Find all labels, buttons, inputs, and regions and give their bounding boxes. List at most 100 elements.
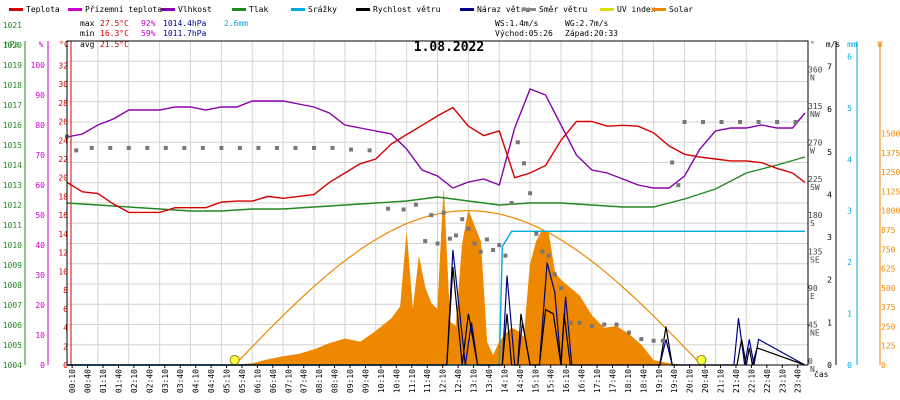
- humidity-axis-tick: 90: [35, 91, 45, 100]
- legend-label: Solar: [669, 5, 693, 14]
- wind-direction-point: [589, 324, 594, 329]
- solar-axis-tick: 750: [881, 245, 896, 254]
- wind-speed-axis-tick: 3: [827, 233, 832, 242]
- direction-axis-compass: W: [810, 146, 815, 155]
- wind-direction-point: [145, 145, 150, 150]
- humidity-axis-tick: 20: [35, 301, 45, 310]
- x-axis-tick-label: 23:40: [794, 369, 803, 393]
- wind-direction-point: [200, 145, 205, 150]
- solar-axis-tick: 0: [881, 361, 886, 370]
- stats-label: min: [80, 29, 95, 38]
- wind-speed-axis-tick: 5: [827, 148, 832, 157]
- x-axis-tick-label: 03:10: [161, 369, 170, 393]
- wind-direction-point: [312, 145, 316, 150]
- wind-direction-point: [682, 120, 687, 124]
- wind-direction-point: [454, 233, 459, 238]
- legend-label: Vlhkost: [178, 5, 212, 14]
- humidity-axis-tick: 70: [35, 151, 45, 160]
- x-axis-tick-label: 16:40: [578, 369, 587, 393]
- legend-label: Náraz větru: [477, 5, 530, 14]
- humidity-axis-tick: 30: [35, 271, 45, 280]
- pressure-axis-tick: 1005: [3, 341, 22, 350]
- temperature-axis-tick: 16: [58, 211, 68, 220]
- direction-axis-compass: NW: [810, 110, 820, 119]
- temperature-line: [66, 106, 806, 214]
- x-axis: 00:10 00:40 01:10 01:40 02:10 02:40 03:10 03:40…: [68, 365, 829, 393]
- direction-axis-degree: 270: [808, 138, 823, 147]
- x-axis-tick-label: 18:40: [639, 369, 648, 393]
- humidity-axis-tick: 50: [35, 211, 45, 220]
- x-axis-tick-label: 08:10: [315, 369, 324, 393]
- temperature-axis-tick: 10: [58, 267, 68, 276]
- stats-pressure: 1014.4hPa: [163, 19, 207, 28]
- x-axis-tick-label: 02:10: [130, 369, 139, 393]
- wind-direction-point: [423, 239, 428, 244]
- x-axis-tick-label: 22:10: [747, 369, 756, 393]
- x-axis-tick-label: 21:10: [717, 369, 726, 393]
- wind-direction-point: [670, 160, 675, 165]
- wind-direction-point: [651, 338, 656, 343]
- wind-direction-point: [503, 253, 508, 258]
- wind-direction-point: [293, 145, 298, 150]
- x-axis-tick-label: 11:40: [423, 369, 432, 393]
- pressure-axis-tick: 1020: [3, 41, 22, 50]
- wind-direction-point: [401, 207, 406, 212]
- x-axis-tick-label: 19:10: [655, 369, 664, 393]
- x-axis-tick-label: 17:40: [608, 369, 617, 393]
- solar-area: [67, 190, 805, 366]
- pressure-axis-tick: 1017: [3, 101, 22, 110]
- wind-direction-point: [386, 206, 391, 211]
- solar-axis-tick: 1375: [881, 149, 900, 158]
- x-axis-tick-label: 23:10: [778, 369, 787, 393]
- wind-direction-point: [540, 249, 545, 254]
- wind-direction-point: [74, 148, 79, 153]
- x-axis-tick-label: 10:10: [377, 369, 386, 393]
- x-axis-tick-label: 17:10: [593, 369, 602, 393]
- sunrise-marker: [229, 355, 240, 365]
- x-axis-tick-label: 11:10: [408, 369, 417, 393]
- pressure-axis-tick: 1010: [3, 241, 22, 250]
- legend-label: UV index: [617, 5, 656, 14]
- wind-direction-point: [126, 145, 131, 150]
- legend-swatch: [522, 8, 536, 11]
- wind-speed-axis-tick: 0: [827, 361, 832, 370]
- direction-axis-compass: N: [810, 365, 815, 374]
- legend-label: Směr větru: [539, 5, 587, 14]
- humidity-line: [66, 88, 806, 189]
- temperature-axis-tick: 32: [58, 61, 68, 70]
- temperature-axis-tick: 18: [58, 192, 68, 201]
- temperature-axis-tick: 26: [58, 118, 68, 127]
- rain-axis-tick: 1: [847, 310, 852, 319]
- wind-direction-point: [626, 330, 631, 335]
- x-axis-tick-label: 05:40: [238, 369, 247, 393]
- stats-temp: 21.5°C: [100, 40, 129, 49]
- stats-humidity: 59%: [141, 29, 156, 38]
- humidity-axis-tick: 0: [40, 361, 45, 370]
- x-axis-tick-label: 05:10: [223, 369, 232, 393]
- legend-swatch: [291, 8, 305, 11]
- stats-temp: 27.5°C: [100, 19, 129, 28]
- x-axis-tick-label: 07:40: [300, 369, 309, 393]
- humidity-axis-tick: 100: [31, 61, 46, 70]
- wind-direction-point: [602, 322, 607, 327]
- temperature-axis-tick: 24: [58, 136, 68, 145]
- wind-direction-point: [719, 120, 724, 124]
- x-axis-tick-label: 07:10: [284, 369, 293, 393]
- wind-direction-point: [413, 202, 418, 207]
- x-axis-tick-label: 09:40: [361, 369, 370, 393]
- wind-direction-point: [330, 145, 335, 150]
- solar-axis-tick: 1000: [881, 207, 900, 216]
- wind-speed-axis-unit: m/s: [826, 40, 841, 49]
- solar-axis-tick: 500: [881, 284, 896, 293]
- x-axis-label: čas: [814, 369, 829, 379]
- humidity-axis-unit: %: [39, 40, 44, 49]
- x-axis-tick-label: 14:10: [500, 369, 509, 393]
- pressure-axis-tick: 1013: [3, 181, 22, 190]
- wind-direction-point: [108, 145, 113, 150]
- wind-direction-point: [349, 147, 354, 152]
- wind-direction-point: [559, 286, 563, 291]
- humidity-axis-tick: 10: [35, 331, 45, 340]
- wind-direction-point: [639, 337, 644, 342]
- wind-direction-point: [466, 226, 471, 231]
- wind-direction-point: [472, 241, 477, 246]
